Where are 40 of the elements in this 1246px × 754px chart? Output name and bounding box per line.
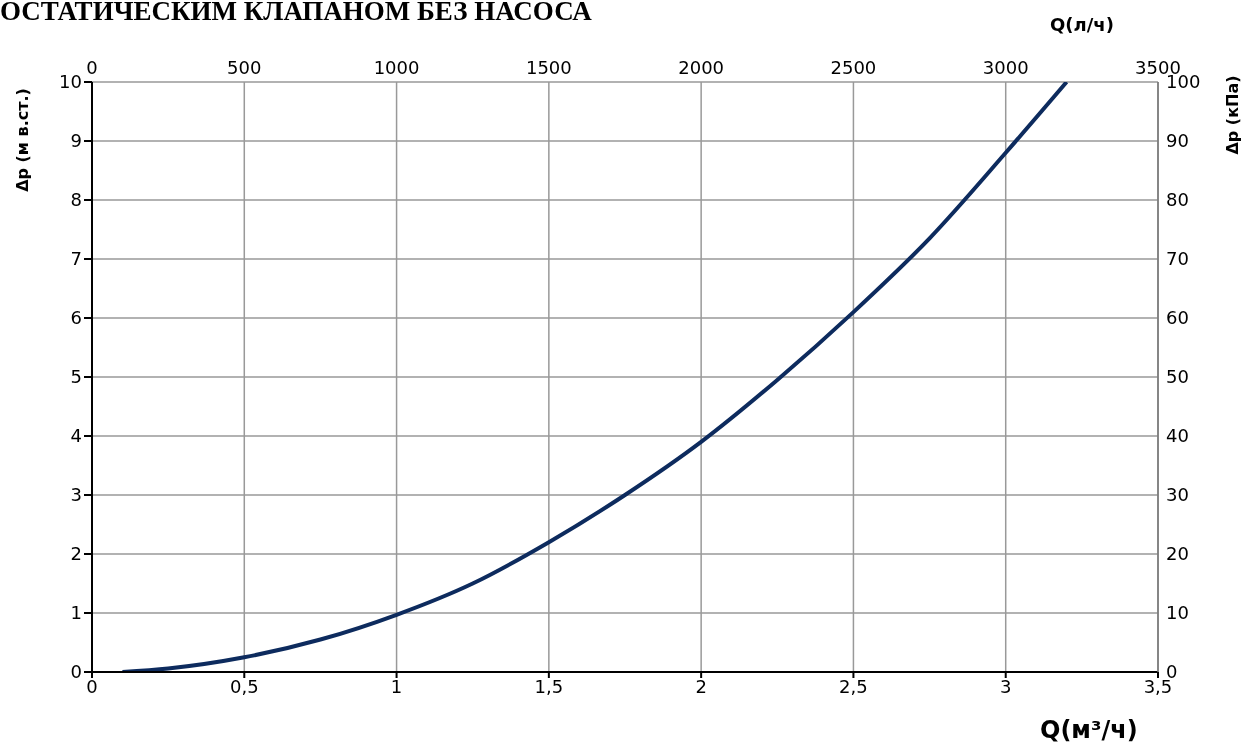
- x2-axis-title: Q(л/ч): [1050, 14, 1114, 35]
- y2-tick-label: 50: [1166, 366, 1189, 388]
- x-tick-label: 1: [390, 675, 403, 697]
- y2-tick-label: 90: [1166, 130, 1189, 152]
- y-tick-label: 3: [70, 484, 82, 506]
- y-tick-label: 8: [70, 189, 82, 211]
- y-tick-label: 1: [70, 602, 82, 624]
- y-tick-label: 5: [70, 366, 82, 388]
- y2-tick-label: 20: [1166, 543, 1189, 565]
- y2-tick-label: 30: [1166, 484, 1189, 506]
- x2-tick-label: 1000: [373, 57, 420, 78]
- x-axis-title: Q(м³/ч): [1040, 716, 1138, 744]
- x2-tick-label: 2500: [830, 57, 877, 78]
- y2-axis-title: Δp (кПа): [1222, 75, 1242, 155]
- y-tick-label: 7: [70, 248, 82, 270]
- y-tick-label: 6: [70, 307, 82, 329]
- x-tick-label: 2,5: [839, 675, 868, 697]
- x-tick-label: 0: [86, 675, 98, 697]
- y-tick-label: 9: [70, 130, 82, 152]
- y2-tick-label: 80: [1166, 189, 1189, 211]
- x2-tick-label: 500: [227, 57, 262, 78]
- x2-tick-label: 2000: [678, 57, 725, 78]
- y2-tick-label: 70: [1166, 248, 1189, 270]
- x2-tick-label: 0: [86, 57, 98, 78]
- x-tick-label: 0,5: [229, 675, 259, 697]
- x-tick-label: 1,5: [534, 675, 564, 697]
- y2-tick-label: 10: [1166, 602, 1189, 624]
- line-series: [120, 82, 1069, 672]
- x2-tick-label: 1500: [525, 57, 572, 78]
- x-tick-label: 3: [999, 675, 1012, 697]
- y-tick-label: 2: [70, 543, 82, 565]
- y-tick-label: 10: [59, 71, 82, 93]
- y2-tick-label: 60: [1166, 307, 1189, 329]
- x-tick-label: 2: [695, 675, 707, 697]
- y-tick-label: 0: [70, 661, 82, 683]
- y-axis-title: Δp (м в.ст.): [12, 88, 32, 192]
- chart-title: ОСТАТИЧЕСКИМ КЛАПАНОМ БЕЗ НАСОСА: [0, 0, 592, 27]
- x2-tick-label: 3000: [982, 57, 1029, 78]
- y2-tick-label: 40: [1166, 425, 1189, 447]
- y-tick-label: 4: [70, 425, 82, 447]
